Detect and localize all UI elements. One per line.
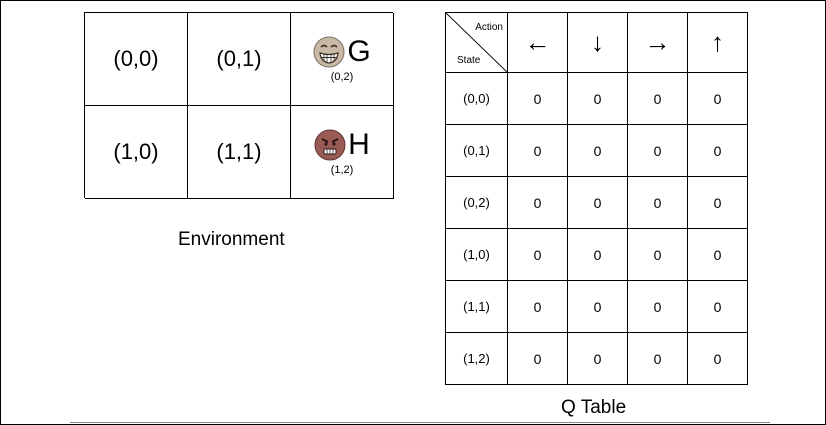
q-table-corner-cell: Action State <box>445 12 508 73</box>
q-value: 0 <box>687 176 748 229</box>
state-label: (0,2) <box>445 176 508 229</box>
q-value: 0 <box>567 72 628 125</box>
q-table-row: (1,1) 0 0 0 0 <box>445 280 748 333</box>
action-header-left-arrow-icon: ← <box>507 12 568 73</box>
q-value: 0 <box>627 280 688 333</box>
q-table-row: (0,1) 0 0 0 0 <box>445 124 748 177</box>
q-value: 0 <box>627 72 688 125</box>
env-cell-label: (1,0) <box>113 139 159 164</box>
q-value: 0 <box>687 72 748 125</box>
state-label: (0,0) <box>445 72 508 125</box>
goal-coord: (0,2) <box>330 71 354 83</box>
q-value: 0 <box>627 176 688 229</box>
diagonal-divider <box>446 13 507 72</box>
q-value: 0 <box>507 72 568 125</box>
q-value: 0 <box>627 332 688 385</box>
hole-coord: (1,2) <box>330 164 354 176</box>
q-value: 0 <box>687 280 748 333</box>
env-cell-label: (1,1) <box>216 139 262 164</box>
q-table-row: (1,0) 0 0 0 0 <box>445 228 748 281</box>
q-table-header-row: Action State ← ↓ → ↑ <box>445 12 748 73</box>
bottom-divider <box>70 422 770 423</box>
env-cell-0-0: (0,0) <box>85 13 188 106</box>
state-label: (1,0) <box>445 228 508 281</box>
env-cell-hole: H (1,2) <box>291 106 394 199</box>
corner-action-label: Action <box>475 22 503 33</box>
q-value: 0 <box>687 228 748 281</box>
q-value: 0 <box>507 176 568 229</box>
q-table-caption: Q Table <box>561 397 627 418</box>
q-value: 0 <box>507 280 568 333</box>
q-value: 0 <box>627 124 688 177</box>
action-header-down-arrow-icon: ↓ <box>567 12 628 73</box>
env-cell-goal: G (0,2) <box>291 13 394 106</box>
env-cell-label: (0,1) <box>216 46 262 71</box>
state-label: (0,1) <box>445 124 508 177</box>
q-table-row: (1,2) 0 0 0 0 <box>445 332 748 385</box>
env-cell-0-1: (0,1) <box>188 13 291 106</box>
q-value: 0 <box>567 124 628 177</box>
env-cell-1-1: (1,1) <box>188 106 291 199</box>
action-header-up-arrow-icon: ↑ <box>687 12 748 73</box>
q-value: 0 <box>507 124 568 177</box>
hole-letter: H <box>348 128 370 161</box>
env-cell-1-0: (1,0) <box>85 106 188 199</box>
q-value: 0 <box>567 332 628 385</box>
state-label: (1,2) <box>445 332 508 385</box>
q-value: 0 <box>507 228 568 281</box>
goal-letter: G <box>347 35 371 68</box>
q-value: 0 <box>507 332 568 385</box>
state-label: (1,1) <box>445 280 508 333</box>
q-table-row: (0,2) 0 0 0 0 <box>445 176 748 229</box>
q-table-row: (0,0) 0 0 0 0 <box>445 72 748 125</box>
q-value: 0 <box>567 228 628 281</box>
grinning-face-icon <box>313 36 345 68</box>
q-value: 0 <box>567 176 628 229</box>
env-cell-label: (0,0) <box>113 46 159 71</box>
q-value: 0 <box>687 332 748 385</box>
q-value: 0 <box>687 124 748 177</box>
environment-grid: (0,0) (0,1) G (0,2) (1,0) (1,1) <box>84 12 394 199</box>
corner-state-label: State <box>457 55 481 66</box>
environment-caption: Environment <box>178 229 285 250</box>
q-table: Action State ← ↓ → ↑ (0,0) 0 0 0 0 (0,1)… <box>445 12 748 385</box>
q-value: 0 <box>567 280 628 333</box>
angry-face-icon <box>314 129 346 161</box>
q-value: 0 <box>627 228 688 281</box>
action-header-right-arrow-icon: → <box>627 12 688 73</box>
